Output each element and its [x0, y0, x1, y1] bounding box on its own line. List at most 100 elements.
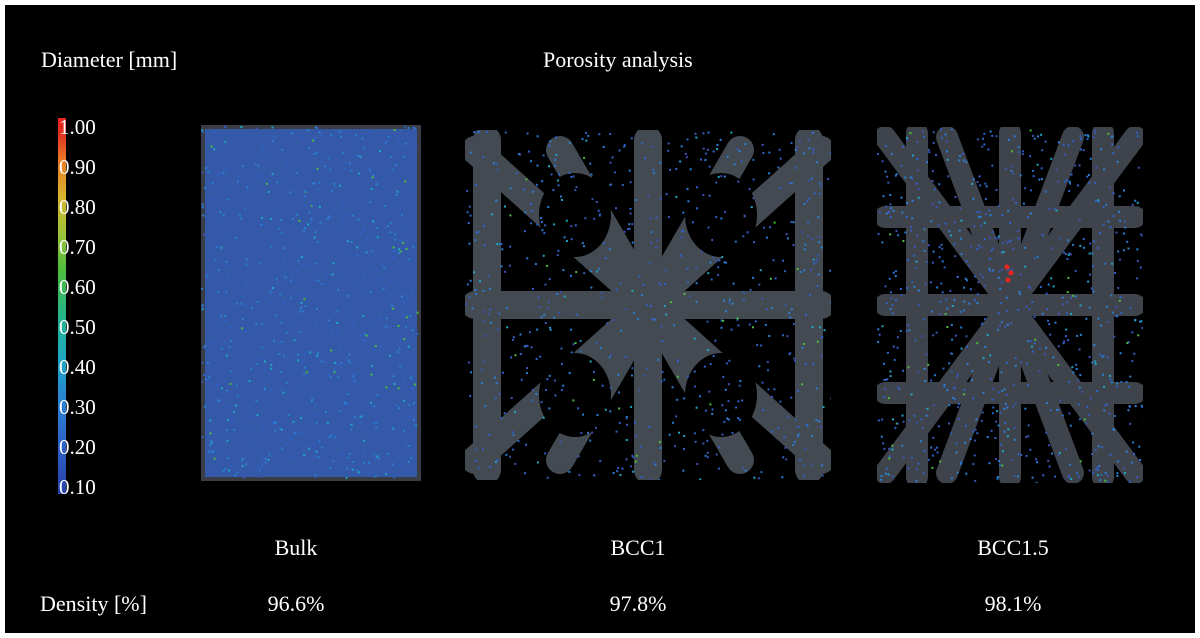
pore-speckle: [686, 281, 689, 284]
pore-speckle: [1057, 454, 1060, 457]
pore-speckle: [1064, 253, 1067, 255]
pore-speckle: [242, 295, 245, 298]
pore-speckle: [913, 285, 916, 288]
pore-speckle: [561, 199, 563, 201]
pore-speckle: [995, 420, 998, 423]
pore-speckle: [397, 447, 400, 450]
pore-speckle: [1129, 375, 1132, 378]
pore-speckle: [757, 477, 760, 480]
pore-speckle: [288, 265, 291, 268]
pore-speckle: [896, 336, 899, 339]
pore-speckle: [257, 164, 260, 167]
pore-speckle: [989, 130, 992, 133]
pore-speckle: [886, 351, 889, 354]
pore-speckle: [314, 381, 317, 384]
pore-speckle: [956, 375, 959, 378]
pore-speckle: [315, 322, 318, 325]
pore-speckle: [220, 347, 223, 350]
pore-speckle: [1006, 361, 1009, 364]
pore-speckle: [501, 371, 504, 374]
pore-speckle: [364, 242, 367, 245]
pore-speckle: [886, 378, 889, 381]
pore-speckle: [716, 148, 718, 150]
pore-speckle: [1055, 209, 1058, 212]
pore-speckle: [403, 125, 406, 128]
pore-speckle: [1053, 208, 1056, 210]
pore-speckle: [709, 363, 712, 366]
pore-speckle: [241, 465, 244, 467]
pore-speckle: [925, 414, 928, 417]
pore-speckle: [475, 459, 478, 462]
pore-speckle: [998, 270, 1001, 273]
pore-speckle: [1097, 199, 1100, 202]
pore-speckle: [237, 329, 240, 331]
pore-speckle: [882, 442, 885, 445]
pore-speckle: [348, 452, 351, 455]
pore-speckle: [245, 258, 248, 261]
pore-speckle: [660, 325, 663, 328]
pore-speckle: [617, 467, 620, 470]
pore-speckle: [554, 394, 557, 397]
pore-speckle: [659, 441, 661, 444]
pore-speckle: [1003, 430, 1006, 433]
pore-speckle: [216, 384, 218, 386]
pore-speckle: [561, 362, 563, 365]
pore-speckle: [595, 341, 598, 344]
pore-speckle: [714, 339, 717, 342]
pore-speckle: [379, 443, 382, 446]
pore-speckle: [344, 402, 347, 405]
pore-speckle: [493, 376, 496, 379]
pore-speckle: [402, 155, 405, 158]
pore-speckle: [563, 236, 566, 239]
pore-speckle: [928, 151, 931, 154]
pore-speckle: [548, 278, 551, 281]
pore-speckle: [252, 170, 255, 173]
pore-speckle: [354, 134, 357, 137]
pore-speckle: [1103, 168, 1106, 171]
pore-speckle: [1140, 320, 1143, 323]
pore-speckle: [255, 171, 258, 174]
pore-speckle: [277, 359, 280, 362]
pore-speckle: [496, 169, 499, 171]
pore-speckle: [602, 145, 605, 148]
pore-speckle: [393, 279, 395, 282]
pore-speckle: [414, 424, 417, 427]
pore-speckle: [303, 230, 305, 233]
pore-speckle: [322, 360, 325, 363]
pore-speckle: [201, 206, 204, 209]
pore-speckle: [379, 465, 382, 468]
pore-speckle: [273, 135, 276, 138]
pore-speckle: [236, 471, 239, 474]
pore-speckle: [888, 455, 891, 458]
pore-speckle: [264, 379, 267, 382]
pore-speckle: [695, 267, 698, 270]
pore-speckle: [583, 245, 585, 248]
pore-speckle: [1107, 132, 1110, 135]
pore-speckle: [1052, 356, 1055, 359]
pore-speckle: [971, 370, 974, 373]
pore-speckle: [1126, 342, 1129, 344]
pore-speckle: [399, 365, 402, 368]
pore-speckle: [301, 299, 303, 302]
pore-speckle: [214, 204, 217, 207]
pore-speckle: [536, 223, 539, 226]
pore-speckle: [817, 241, 820, 244]
pore-speckle: [313, 415, 316, 418]
pore-speckle: [1086, 138, 1089, 141]
pore-speckle: [340, 277, 343, 279]
pore-speckle: [593, 217, 596, 220]
pore-speckle: [1057, 345, 1060, 348]
pore-speckle: [519, 353, 522, 355]
pore-speckle: [818, 182, 821, 185]
pore-speckle: [821, 474, 824, 477]
pore-speckle: [583, 272, 586, 275]
pore-speckle: [1036, 255, 1039, 258]
sample-label-bcc15: BCC1.5: [977, 535, 1049, 560]
pore-speckle: [212, 199, 215, 202]
pore-speckle: [277, 227, 280, 230]
pore-speckle: [500, 265, 503, 268]
pore-speckle: [1115, 231, 1118, 234]
pore-speckle: [579, 340, 582, 342]
pore-speckle: [953, 221, 956, 224]
pore-speckle: [653, 461, 655, 464]
